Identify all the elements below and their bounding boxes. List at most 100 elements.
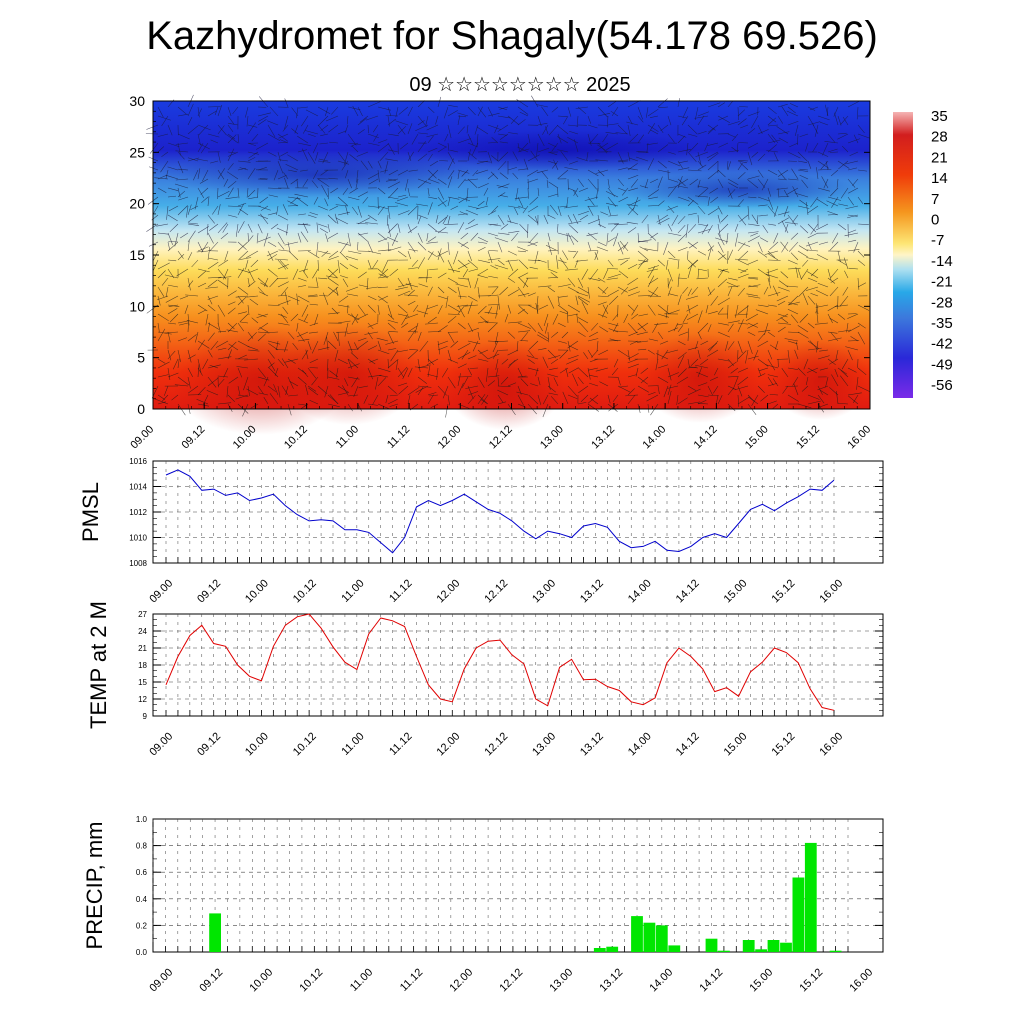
wind-vector bbox=[627, 363, 639, 369]
wind-vector bbox=[287, 358, 296, 364]
wind-vector bbox=[177, 151, 185, 160]
wind-vector bbox=[328, 177, 339, 180]
wind-vector bbox=[228, 122, 239, 126]
wind-vector bbox=[840, 369, 849, 378]
wind-vector bbox=[349, 154, 359, 162]
x-tick-label: 13.12 bbox=[578, 730, 606, 758]
wind-vector bbox=[737, 350, 747, 360]
wind-vector bbox=[847, 239, 857, 243]
wind-vector bbox=[397, 124, 406, 135]
wind-vector bbox=[309, 212, 319, 216]
wind-vector bbox=[639, 246, 649, 252]
wind-vector bbox=[367, 367, 374, 380]
wind-vector bbox=[397, 210, 410, 216]
wind-vector bbox=[397, 304, 408, 314]
precip-panel: 0.00.20.40.60.81.009.00 09.12 10.00 10.12 11… bbox=[82, 815, 884, 994]
wind-vector bbox=[167, 166, 179, 171]
wind-vector bbox=[447, 358, 459, 364]
wind-vector bbox=[727, 341, 735, 351]
wind-vector bbox=[247, 124, 258, 128]
wind-vector bbox=[237, 367, 243, 378]
y-tick-label: 0.0 bbox=[136, 948, 148, 957]
wind-vector bbox=[694, 115, 709, 119]
wind-vector bbox=[267, 362, 275, 369]
wind-vector bbox=[687, 250, 689, 260]
wind-vector bbox=[805, 201, 809, 216]
wind-vector bbox=[847, 349, 853, 361]
wind-vector bbox=[549, 367, 559, 370]
wind-vector bbox=[157, 401, 166, 405]
wind-vector bbox=[227, 163, 234, 171]
wind-vector bbox=[337, 304, 350, 308]
wind-vector bbox=[648, 196, 659, 200]
wind-vector bbox=[237, 295, 244, 304]
wind-vector bbox=[197, 309, 207, 315]
wind-vector bbox=[748, 277, 759, 279]
wind-vector bbox=[817, 169, 832, 171]
wind-vector bbox=[586, 232, 599, 237]
wind-vector bbox=[647, 266, 656, 279]
wind-vector bbox=[187, 376, 191, 389]
wind-vector bbox=[737, 376, 749, 386]
wind-vector bbox=[757, 241, 763, 253]
wind-vector bbox=[217, 276, 232, 279]
wind-vector bbox=[237, 203, 247, 207]
wind-vector bbox=[377, 377, 387, 387]
wind-vector bbox=[776, 126, 789, 135]
wind-vector bbox=[417, 385, 432, 388]
wind-vector bbox=[485, 196, 489, 206]
wind-vector bbox=[822, 142, 829, 156]
wind-vector bbox=[247, 277, 250, 287]
wind-vector bbox=[839, 295, 849, 307]
wind-vector bbox=[537, 376, 541, 386]
wind-vector bbox=[331, 307, 339, 315]
wind-vector bbox=[717, 115, 731, 123]
wind-vector bbox=[734, 232, 739, 247]
wind-vector bbox=[767, 259, 781, 261]
wind-vector bbox=[397, 367, 404, 378]
wind-vector bbox=[329, 370, 339, 378]
wind-vector bbox=[617, 167, 628, 171]
wind-vector bbox=[773, 205, 779, 217]
wind-vector bbox=[577, 297, 589, 306]
wind-vector bbox=[246, 187, 249, 198]
wind-vector bbox=[157, 115, 171, 121]
wind-vector bbox=[747, 259, 759, 265]
wind-vector bbox=[427, 135, 434, 144]
wind-vector bbox=[717, 322, 729, 326]
wind-vector bbox=[314, 313, 319, 325]
wind-vector bbox=[780, 271, 789, 279]
wind-vector bbox=[385, 394, 389, 404]
wind-vector bbox=[302, 369, 309, 378]
wind-vector bbox=[488, 275, 499, 279]
wind-vector bbox=[256, 142, 269, 150]
wind-vector bbox=[207, 196, 210, 207]
wind-vector bbox=[584, 196, 599, 201]
wind-vector bbox=[187, 252, 193, 261]
wind-vector bbox=[527, 367, 539, 371]
wind-vector bbox=[657, 385, 660, 395]
wind-vector bbox=[217, 124, 227, 136]
wind-vector bbox=[387, 348, 397, 351]
wind-vector bbox=[833, 106, 839, 117]
wind-vector bbox=[287, 331, 295, 340]
wind-vector bbox=[153, 205, 159, 215]
wind-vector bbox=[470, 232, 479, 241]
wind-vector bbox=[830, 332, 839, 342]
wind-vector bbox=[305, 109, 319, 117]
wind-vector bbox=[487, 323, 498, 333]
wind-vector bbox=[247, 332, 257, 342]
wind-vector bbox=[687, 151, 697, 162]
wind-vector bbox=[237, 268, 249, 273]
wind-vector bbox=[167, 308, 178, 315]
wind-vector bbox=[285, 385, 289, 396]
wind-vector bbox=[387, 398, 398, 405]
wind-vector bbox=[647, 392, 656, 396]
wind-vector bbox=[848, 395, 859, 405]
wind-vector bbox=[694, 106, 699, 120]
wind-vector bbox=[547, 355, 561, 360]
wind-vector bbox=[654, 322, 669, 325]
wind-vector bbox=[677, 259, 680, 270]
wind-vector bbox=[597, 112, 611, 117]
wind-vector bbox=[477, 160, 491, 163]
